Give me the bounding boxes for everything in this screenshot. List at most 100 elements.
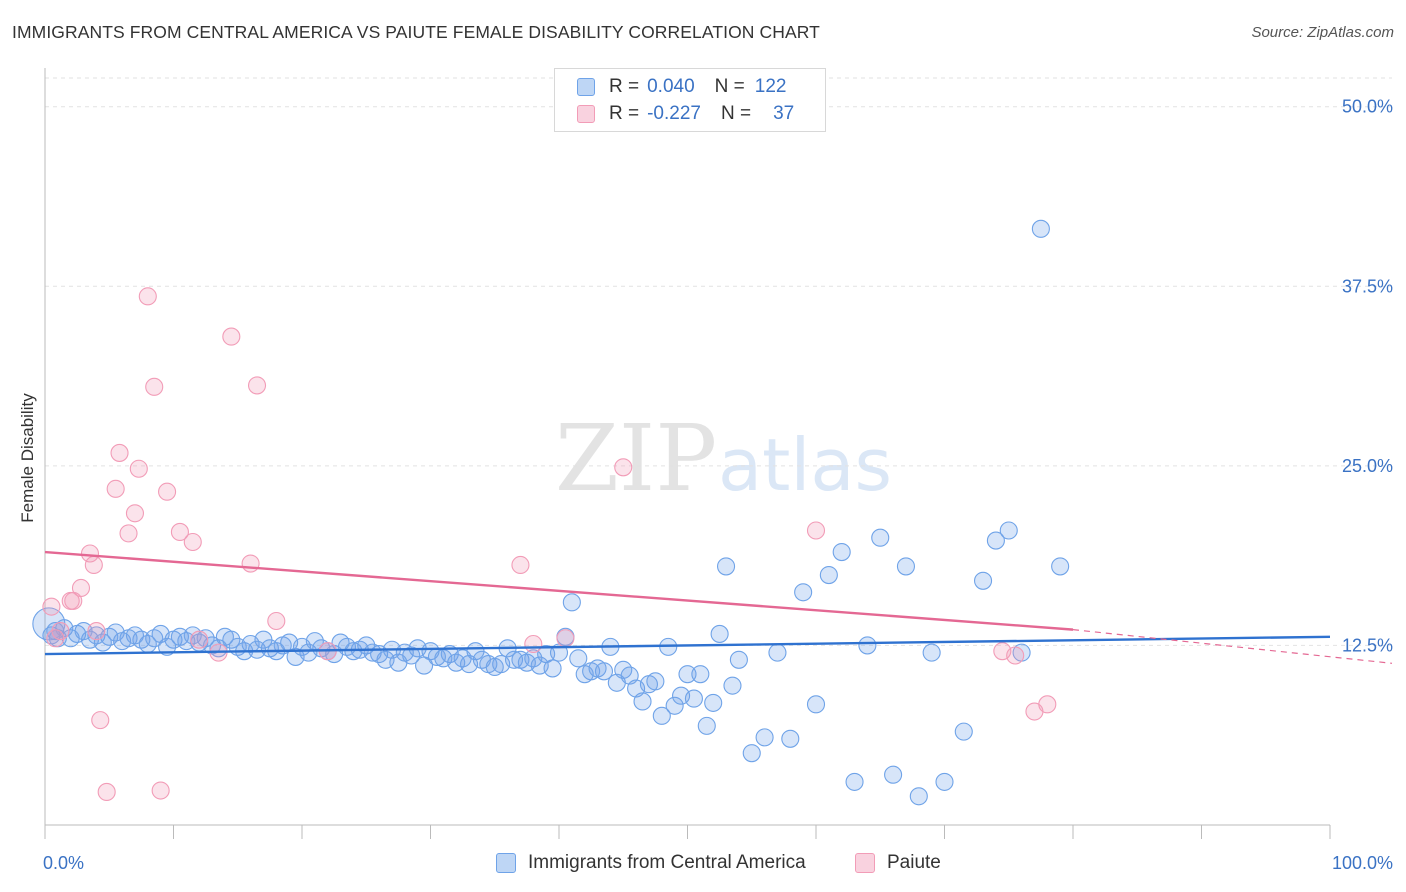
point-paiute (51, 622, 70, 641)
point-paiute (806, 521, 826, 540)
point-immigrants (806, 695, 826, 714)
point-paiute (158, 482, 177, 501)
point-immigrants (896, 557, 916, 576)
legend-item-paiute[interactable]: Paiute (855, 852, 941, 874)
point-immigrants (594, 662, 614, 681)
y-tick-label: 37.5% (1342, 276, 1393, 296)
point-immigrants (1051, 557, 1070, 576)
point-immigrants (922, 643, 941, 662)
legend-row-blue: R = 0.040 N = 122 (577, 74, 786, 100)
legend-swatch-blue (577, 78, 595, 96)
point-paiute (511, 555, 530, 575)
point-immigrants (935, 772, 954, 791)
point-paiute (87, 622, 106, 641)
x-tick-label-min: 0.0% (43, 853, 84, 873)
legend-swatch-blue (496, 853, 516, 873)
point-immigrants (1031, 219, 1050, 238)
point-paiute (129, 459, 148, 478)
point-immigrants (729, 650, 748, 669)
y-tick-label: 50.0% (1342, 97, 1393, 117)
watermark-atlas: atlas (718, 423, 892, 507)
chart-title: IMMIGRANTS FROM CENTRAL AMERICA VS PAIUT… (12, 22, 820, 42)
trendline-paiute (44, 550, 1074, 631)
trendline-immigrants (44, 635, 1331, 656)
point-immigrants (755, 728, 774, 747)
point-immigrants (684, 689, 703, 708)
point-paiute (614, 458, 633, 477)
point-paiute (247, 376, 267, 395)
point-paiute (91, 711, 110, 730)
legend-r-value: -0.227 (647, 103, 701, 124)
point-immigrants (196, 629, 215, 648)
point-immigrants (742, 744, 761, 763)
point-paiute (170, 522, 189, 541)
point-paiute (151, 781, 170, 800)
point-paiute (556, 629, 575, 648)
point-immigrants (858, 636, 877, 655)
point-immigrants (909, 787, 928, 806)
point-immigrants (973, 571, 993, 590)
point-immigrants (781, 729, 800, 748)
legend-swatch-pink (577, 105, 595, 123)
legend-n-value: 37 (773, 103, 795, 124)
point-paiute (84, 555, 103, 575)
point-immigrants (691, 665, 710, 684)
legend-r-value: 0.040 (647, 76, 695, 97)
source-label: Source: ZipAtlas.com (1251, 24, 1394, 41)
point-immigrants (158, 637, 177, 656)
point-paiute (125, 504, 144, 523)
legend-item-label: Paiute (887, 852, 941, 873)
point-immigrants (646, 672, 665, 691)
point-immigrants (871, 528, 890, 547)
point-paiute (97, 782, 116, 802)
point-paiute (183, 532, 202, 552)
point-immigrants (697, 716, 716, 735)
point-immigrants (845, 772, 864, 791)
point-paiute (71, 578, 91, 598)
point-immigrants (768, 643, 787, 662)
point-immigrants (954, 722, 973, 741)
correlation-legend: R = 0.040 N = 122 R = -0.227 N = 37 (554, 68, 826, 132)
point-immigrants (884, 765, 903, 784)
point-paiute (119, 524, 138, 543)
point-immigrants (832, 543, 851, 562)
point-immigrants (633, 692, 652, 711)
point-paiute (267, 611, 286, 631)
legend-n-value: 122 (754, 76, 787, 97)
point-immigrants (794, 583, 813, 602)
point-immigrants (569, 649, 588, 668)
point-paiute (241, 554, 260, 573)
point-paiute (110, 443, 129, 462)
legend-item-label: Immigrants from Central America (528, 852, 806, 873)
point-paiute (1038, 695, 1057, 714)
point-paiute (190, 630, 209, 649)
legend-r-label: R = (609, 103, 640, 124)
point-immigrants (678, 665, 697, 684)
point-immigrants (999, 521, 1018, 540)
x-tick-label-max: 100.0% (1332, 853, 1393, 873)
point-paiute (222, 327, 241, 346)
point-immigrants (986, 531, 1005, 550)
point-paiute (42, 597, 61, 616)
point-paiute (106, 479, 125, 498)
point-immigrants (723, 676, 742, 695)
legend-n-label: N = (714, 76, 745, 97)
legend-n-label: N = (720, 103, 752, 124)
point-paiute (145, 377, 164, 396)
point-immigrants (819, 565, 838, 585)
trendline-paiute-extension (1072, 629, 1393, 664)
legend-row-pink: R = -0.227 N = 37 (577, 101, 794, 127)
series-legend: Immigrants from Central America Paiute (0, 852, 1406, 876)
legend-item-immigrants[interactable]: Immigrants from Central America (496, 852, 806, 874)
point-paiute (1006, 646, 1025, 665)
watermark-zip: ZIP (555, 405, 717, 512)
point-immigrants (222, 630, 241, 649)
point-paiute (80, 544, 100, 563)
point-immigrants (704, 693, 723, 712)
legend-r-label: R = (609, 76, 640, 97)
y-tick-label: 12.5% (1342, 635, 1393, 655)
point-immigrants (665, 696, 684, 715)
point-immigrants (562, 593, 581, 612)
y-tick-label: 25.0% (1342, 456, 1393, 476)
